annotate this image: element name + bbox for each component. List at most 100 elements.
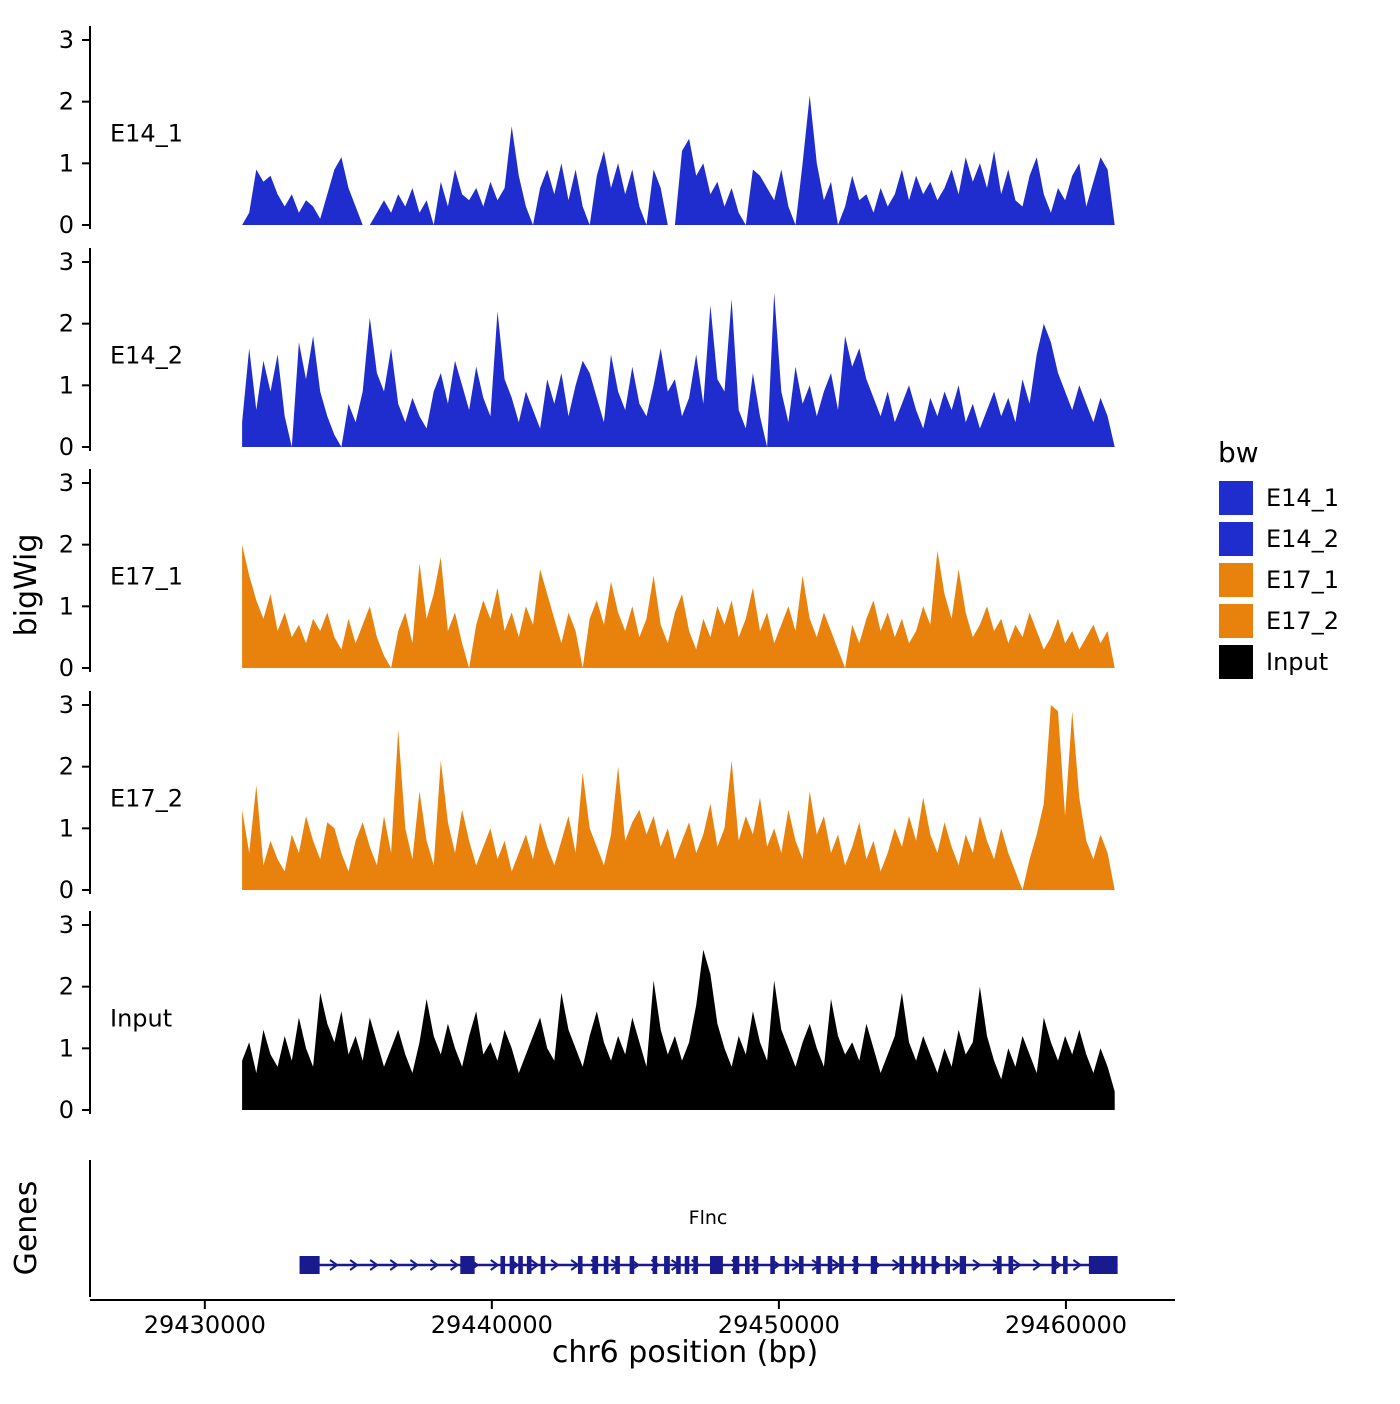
exon-box [664, 1256, 670, 1274]
x-tick-label: 29460000 [1005, 1311, 1127, 1339]
y-tick-label: 3 [59, 691, 74, 719]
x-axis-title: chr6 position (bp) [552, 1335, 818, 1370]
y-tick-label: 2 [59, 531, 74, 559]
legend-swatch-E14_2 [1217, 520, 1255, 558]
exon-box [784, 1256, 790, 1274]
track-panel-E14_2: 0 1 2 3 E14_2 [59, 248, 1115, 461]
strand-arrow [449, 1259, 460, 1271]
y-tick-label: 1 [59, 592, 74, 620]
exon-box [770, 1256, 775, 1274]
exon-box [839, 1256, 844, 1274]
gene-model-panel [89, 1160, 1118, 1297]
y-tick-label: 1 [59, 371, 74, 399]
y-tick-label: 2 [59, 753, 74, 781]
strand-arrow [1012, 1259, 1022, 1271]
y-tick-label: 1 [59, 814, 74, 842]
y-tick-label: 0 [59, 1096, 74, 1124]
signal-area [242, 705, 1115, 890]
x-tick-label: 29450000 [718, 1311, 840, 1339]
exon-box [652, 1256, 658, 1274]
exon-box [615, 1256, 620, 1274]
track-panel-E17_2: 0 1 2 3 E17_2 [59, 691, 1115, 904]
y-tick-label: 3 [59, 26, 74, 54]
exon-box [945, 1256, 950, 1274]
exon-box [997, 1256, 1002, 1274]
y-tick-label: 0 [59, 654, 74, 682]
legend-label-E14_1: E14_1 [1266, 484, 1339, 512]
track-panel-E17_1: 0 1 2 3 E17_1 [59, 469, 1115, 682]
y-tick-label: 0 [59, 433, 74, 461]
exon-box [1008, 1256, 1014, 1274]
strand-arrow [1072, 1259, 1083, 1271]
strand-arrow [530, 1259, 540, 1271]
signal-area [242, 544, 1115, 668]
exon-box [592, 1256, 599, 1274]
exon-box [798, 1256, 804, 1274]
track-panel-E14_1: 0 1 2 3 E14_1 [59, 26, 1115, 239]
strand-arrow [429, 1259, 440, 1271]
genes-axis-title: Genes [9, 1181, 44, 1276]
y-tick-label: 2 [59, 973, 74, 1001]
exon-box [1051, 1256, 1057, 1274]
exon-box [853, 1256, 859, 1274]
exon-box [870, 1256, 878, 1274]
exon-box [676, 1256, 681, 1274]
gene-name-label: Flnc [689, 1207, 728, 1229]
exon-box [816, 1256, 821, 1274]
exon-box [540, 1256, 546, 1274]
y-tick-label: 1 [59, 1034, 74, 1062]
legend-label-E14_2: E14_2 [1266, 525, 1339, 553]
strand-arrow [369, 1259, 379, 1271]
x-axis: 29430000 29440000 29450000 29460000 [90, 1299, 1175, 1339]
legend-swatch-E17_1 [1217, 561, 1255, 599]
exon-box [745, 1256, 750, 1274]
y-tick-label: 2 [59, 310, 74, 338]
track-label: E17_2 [110, 785, 183, 813]
y-tick-label: 3 [59, 911, 74, 939]
exon-box [931, 1256, 937, 1274]
strand-arrow [490, 1259, 500, 1271]
y-tick-label: 0 [59, 876, 74, 904]
legend: E14_1 E14_2 E17_1 E17_2 Input [1217, 479, 1339, 681]
exon-box [500, 1256, 506, 1274]
y-tick-label: 0 [59, 211, 74, 239]
signal-track-panels: 0 1 2 3 E14_1 0 1 2 3 E14_2 0 1 2 3 E17_1 0 1 2 3 E17_2 0 1 2 3… [59, 26, 1115, 1124]
exon-box [732, 1256, 740, 1274]
exon-box [899, 1256, 905, 1274]
track-label: E17_1 [110, 563, 183, 591]
strand-arrow [329, 1259, 339, 1271]
strand-arrow [349, 1259, 359, 1271]
exon-box [629, 1256, 635, 1274]
strand-arrow [972, 1259, 982, 1271]
x-tick-label: 29440000 [431, 1311, 553, 1339]
exon-box [753, 1256, 759, 1274]
y-tick-label: 2 [59, 88, 74, 116]
exon-box [518, 1256, 523, 1274]
legend-title: bw [1218, 436, 1259, 469]
strand-arrow [389, 1259, 399, 1271]
exon-box [684, 1256, 690, 1274]
track-label: E14_2 [110, 342, 183, 370]
exon-box [577, 1256, 583, 1274]
track-panel-Input: 0 1 2 3 Input [59, 911, 1115, 1124]
legend-label-E17_2: E17_2 [1266, 607, 1339, 635]
exon-box [1088, 1256, 1118, 1274]
signal-area [242, 95, 1115, 225]
track-label: E14_1 [110, 120, 183, 148]
x-tick-label: 29430000 [144, 1311, 266, 1339]
y-tick-label: 1 [59, 149, 74, 177]
exon-box [693, 1256, 698, 1274]
track-label: Input [110, 1005, 172, 1033]
exon-box [603, 1256, 609, 1274]
legend-label-Input: Input [1266, 648, 1328, 676]
y-tick-label: 3 [59, 469, 74, 497]
legend-swatch-E14_1 [1217, 479, 1255, 517]
legend-swatch-Input [1217, 643, 1255, 681]
strand-arrow [550, 1259, 560, 1271]
strand-arrow [1032, 1259, 1042, 1271]
signal-area [242, 949, 1115, 1110]
exon-box [911, 1256, 917, 1274]
exon-box [710, 1256, 723, 1274]
